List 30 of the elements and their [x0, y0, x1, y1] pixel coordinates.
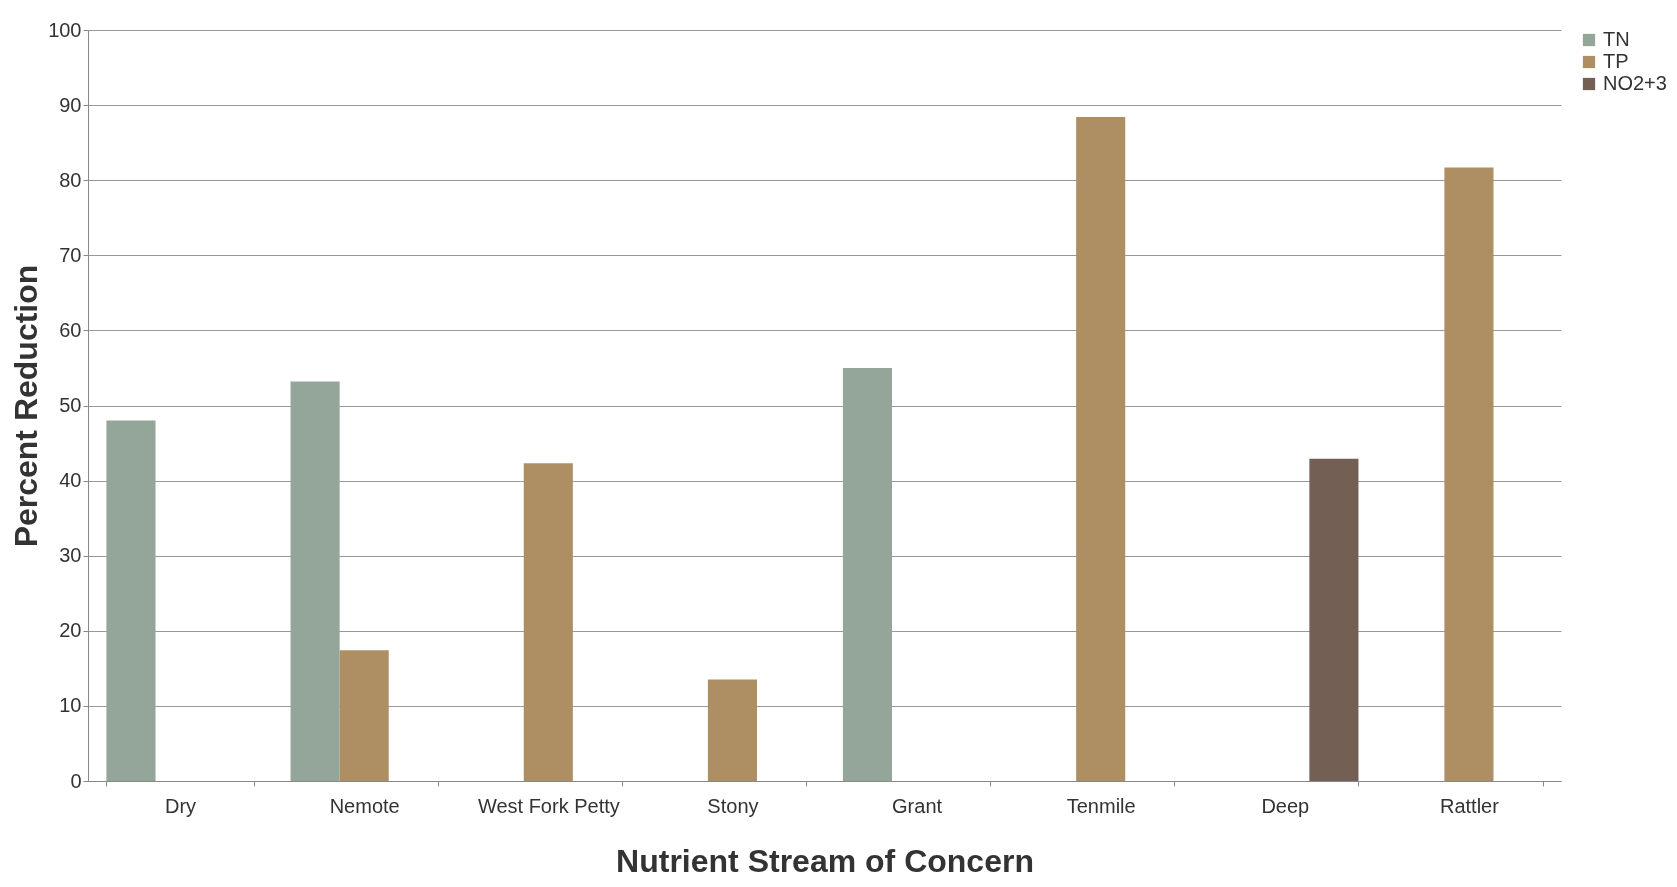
bar	[1444, 167, 1494, 781]
x-tick-label: Stony	[707, 794, 759, 817]
legend-label: TN	[1603, 28, 1630, 50]
bar	[339, 650, 389, 781]
x-axis-title: Nutrient Stream of Concern	[616, 842, 1034, 879]
bar	[1309, 458, 1359, 781]
x-tick-label: Grant	[892, 794, 943, 817]
legend-label: NO2+3	[1603, 72, 1667, 94]
y-tick-label: 40	[59, 469, 82, 492]
y-tick-label: 20	[59, 619, 82, 642]
x-tick-label: Rattler	[1439, 794, 1500, 817]
y-tick-label: 80	[59, 168, 82, 191]
y-tick-label: 10	[59, 694, 82, 717]
y-tick-label: 30	[59, 544, 82, 567]
bar	[707, 679, 757, 781]
y-tick-label: 100	[48, 18, 82, 41]
x-tick-label: Deep	[1261, 794, 1310, 817]
x-tick-label: Dry	[165, 794, 197, 817]
y-tick-label: 90	[59, 93, 82, 116]
legend-label: TP	[1603, 50, 1629, 72]
x-tick-label: West Fork Petty	[477, 794, 620, 817]
bar	[1076, 117, 1126, 781]
y-tick-label: 70	[59, 243, 82, 266]
y-tick-label: 60	[59, 318, 82, 341]
y-tick-label: 0	[70, 769, 82, 792]
x-tick-label: Nemote	[329, 794, 400, 817]
y-tick-label: 50	[59, 394, 82, 416]
x-tick-label: Tenmile	[1066, 794, 1136, 817]
y-axis-title: Percent Reduction	[8, 264, 45, 548]
bar	[523, 463, 573, 781]
